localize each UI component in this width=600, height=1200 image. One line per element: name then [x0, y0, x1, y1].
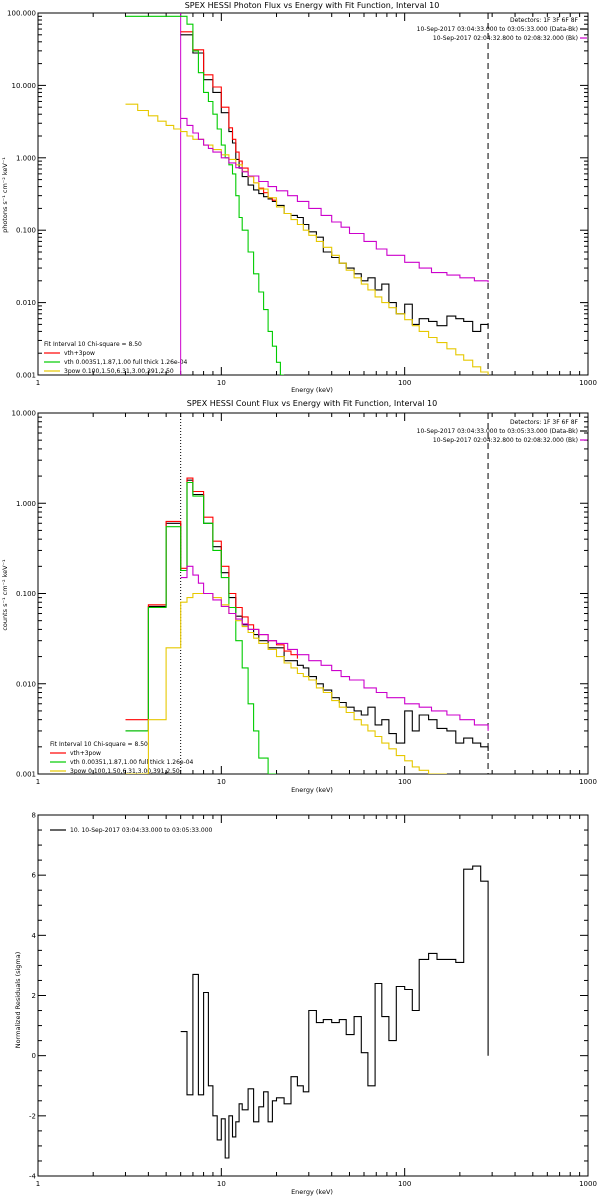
count-flux-legend-header-1: 10-Sep-2017 03:04:33.000 to 03:05:33.000… [417, 428, 578, 435]
x-tick-label: 1 [36, 778, 40, 786]
y-tick-label: 10.000 [12, 410, 37, 418]
photon-flux-fit-legend-1: vth 0.00351,1.87,1.00 full thick 1.26e-0… [64, 359, 188, 366]
series-group [125, 15, 489, 375]
residuals-panel: Energy (keV) Normalized Residuals (sigma… [14, 827, 333, 1196]
y-tick-label: 1.000 [16, 500, 36, 508]
y-tick-label: 0.010 [16, 299, 36, 307]
count-flux-fit-legend-0: vth+3pow [70, 750, 101, 757]
x-tick-label: 1 [36, 1180, 40, 1188]
chart-0: 1 10 100 1000 0.001 0.010 0.100 1.000 10.000 100.… [7, 10, 597, 388]
chart-1: 1 10 100 1000 0.001 0.010 0.100 1.000 10.000 [12, 410, 597, 787]
residuals-xlabel: Energy (keV) [291, 1188, 333, 1196]
series-magenta [180, 565, 489, 731]
y-tick-label: 0.100 [16, 590, 36, 598]
photon-flux-legend-header-1: 10-Sep-2017 03:04:33.000 to 03:05:33.000… [417, 26, 578, 33]
photon-flux-ylabel: photons s⁻¹ cm⁻² keV⁻¹ [1, 157, 9, 233]
count-flux-legend-header-0: Detectors: 1F 3F 6F 8F [510, 419, 579, 426]
x-tick-label: 1000 [579, 1180, 597, 1188]
series-black [125, 479, 489, 751]
series-black [180, 34, 489, 332]
x-tick-label: 10 [217, 1180, 226, 1188]
y-tick-label: 2 [32, 992, 36, 1000]
x-tick-label: 100 [398, 379, 411, 387]
count-flux-fit-info: Fit Interval 10 Chi-square = 8.50 [50, 741, 148, 748]
photon-flux-legend-header-2: 10-Sep-2017 02:04:32.800 to 02:08:32.000… [433, 35, 578, 42]
photon-flux-legend-header-0: Detectors: 1F 3F 6F 8F [510, 17, 579, 24]
y-tick-label: -2 [29, 1112, 36, 1120]
photon-flux-title: SPEX HESSI Photon Flux vs Energy with Fi… [185, 1, 440, 10]
x-tick-label: 10 [217, 379, 226, 387]
x-tick-label: 1000 [579, 379, 597, 387]
series-green [125, 15, 285, 375]
x-tick-label: 1 [36, 379, 40, 387]
x-tick-label: 1000 [579, 778, 597, 786]
series-green [125, 481, 277, 774]
x-tick-label: 100 [398, 1180, 411, 1188]
series-red [125, 477, 298, 721]
count-flux-title: SPEX HESSI Count Flux vs Energy with Fit… [187, 399, 438, 408]
plot-frame [37, 814, 589, 1177]
y-tick-label: 100.000 [7, 10, 36, 18]
photon-flux-fit-info: Fit Interval 10 Chi-square = 8.50 [44, 341, 142, 348]
y-tick-label: -4 [29, 1173, 37, 1181]
plot-frame [37, 12, 589, 376]
x-tick-label: 10 [217, 778, 226, 786]
photon-flux-fit-legend-2: 3pow 0.100,1.50,6.31,3.00,391,2.50 [64, 368, 174, 375]
y-tick-label: 6 [32, 872, 37, 880]
series-red [180, 31, 278, 203]
count-flux-fit-legend-1: vth 0.00351,1.87,1.00 full thick 1.26e-0… [70, 759, 194, 766]
residuals-legend-0: 10. 10-Sep-2017 03:04:33.000 to 03:05:33… [70, 827, 213, 834]
y-tick-label: 1.000 [16, 154, 36, 162]
photon-flux-panel: SPEX HESSI Photon Flux vs Energy with Fi… [1, 1, 579, 394]
y-tick-label: 0.001 [16, 771, 36, 779]
plot-frame [37, 412, 589, 775]
y-tick-label: 0.100 [16, 227, 36, 235]
count-flux-fit-legend-2: 3pow 0.100,1.50,6.31,3.00,391,2.50 [70, 768, 180, 775]
count-flux-ylabel: counts s⁻¹ cm⁻² keV⁻¹ [1, 559, 9, 631]
y-tick-label: 4 [32, 932, 37, 940]
series-group [125, 477, 489, 774]
y-tick-label: 0 [32, 1052, 36, 1060]
series-black [180, 865, 489, 1159]
series-magenta [180, 117, 489, 283]
y-tick-label: 8 [32, 812, 36, 820]
series-yellow [125, 103, 489, 375]
count-flux-xlabel: Energy (keV) [291, 786, 333, 794]
count-flux-panel: SPEX HESSI Count Flux vs Energy with Fit… [1, 399, 579, 794]
chart-2: 1 10 100 1000 -4 -2 0 2 4 6 8 [29, 812, 597, 1189]
series-group [180, 865, 489, 1159]
photon-flux-fit-legend-0: vth+3pow [64, 350, 95, 357]
y-tick-label: 10.000 [12, 82, 37, 90]
count-flux-legend-header-2: 10-Sep-2017 02:04:32.800 to 02:08:32.000… [433, 437, 578, 444]
photon-flux-xlabel: Energy (keV) [291, 386, 333, 394]
series-yellow [125, 592, 447, 774]
y-tick-label: 0.010 [16, 680, 36, 688]
y-tick-label: 0.001 [16, 372, 36, 380]
plot-marks: 1 10 100 10000.0010.0100.1001.00010.000100.… [7, 10, 597, 1189]
residuals-ylabel: Normalized Residuals (sigma) [14, 952, 22, 1049]
x-tick-label: 100 [398, 778, 411, 786]
